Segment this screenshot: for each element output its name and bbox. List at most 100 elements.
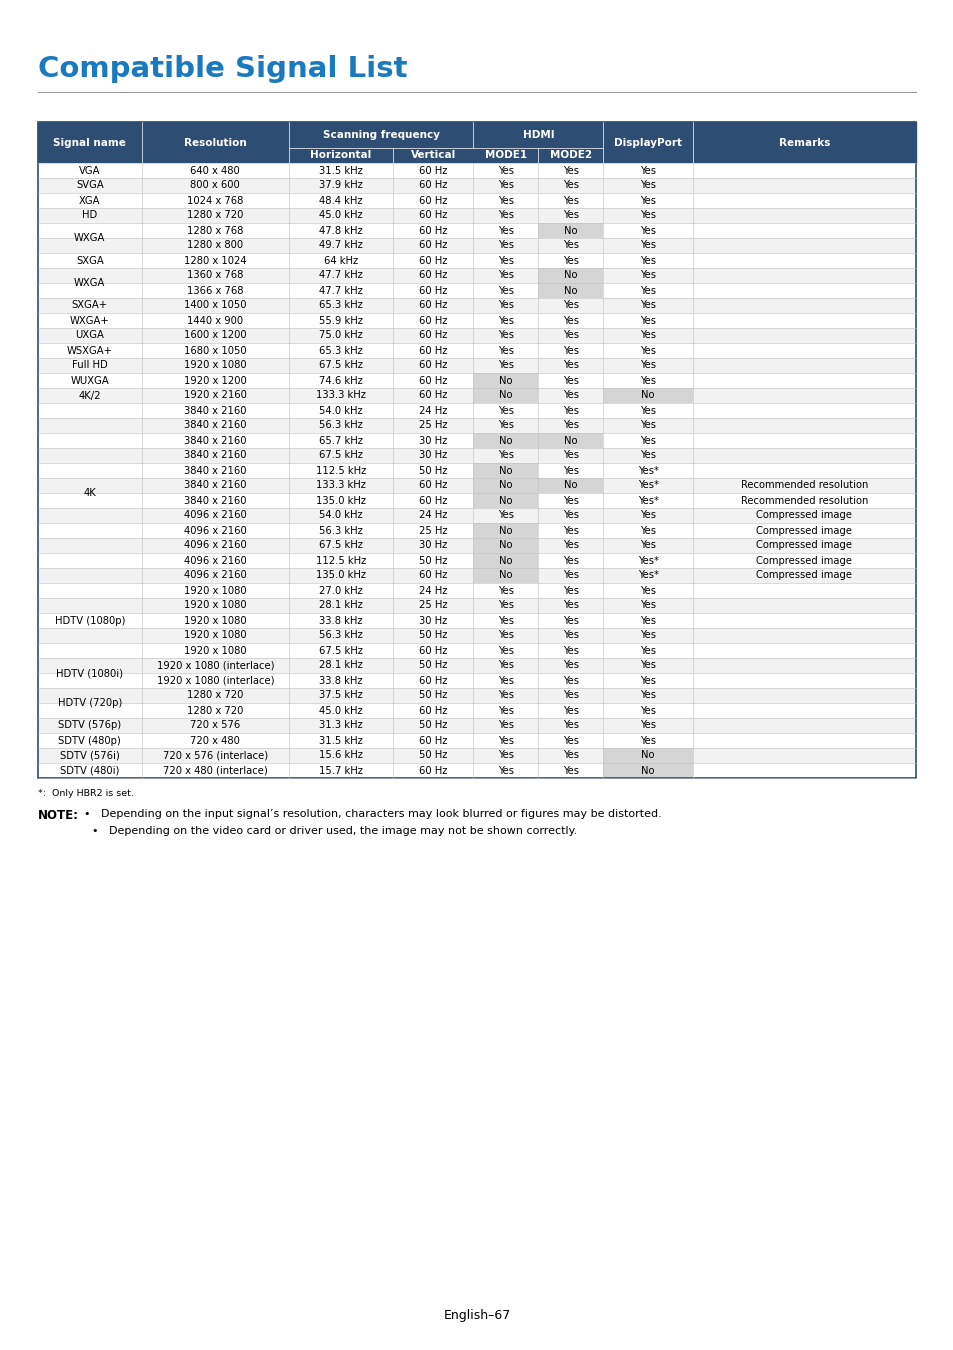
- Bar: [38, 122, 915, 163]
- Text: 25 Hz: 25 Hz: [418, 420, 447, 431]
- Text: Resolution: Resolution: [184, 138, 247, 147]
- Text: 1360 x 768: 1360 x 768: [187, 270, 243, 281]
- Text: 3840 x 2160: 3840 x 2160: [184, 451, 246, 460]
- Text: Yes: Yes: [639, 721, 656, 730]
- Text: 60 Hz: 60 Hz: [418, 196, 447, 205]
- Text: Yes*: Yes*: [637, 481, 658, 490]
- Text: 75.0 kHz: 75.0 kHz: [318, 331, 362, 340]
- Text: 60 Hz: 60 Hz: [418, 285, 447, 296]
- Text: 1280 x 720: 1280 x 720: [187, 706, 243, 716]
- Text: Yes: Yes: [497, 690, 514, 701]
- Text: 60 Hz: 60 Hz: [418, 255, 447, 266]
- Text: SDTV (576i): SDTV (576i): [60, 751, 119, 760]
- Text: 4096 x 2160: 4096 x 2160: [184, 555, 247, 566]
- Text: Yes: Yes: [639, 211, 656, 220]
- Text: MODE2: MODE2: [549, 150, 592, 161]
- Text: Yes: Yes: [497, 196, 514, 205]
- Text: 27.0 kHz: 27.0 kHz: [318, 586, 362, 595]
- Text: 60 Hz: 60 Hz: [418, 375, 447, 386]
- Text: Yes: Yes: [639, 616, 656, 625]
- Text: 1366 x 768: 1366 x 768: [187, 285, 243, 296]
- Bar: [38, 613, 915, 628]
- Bar: [537, 433, 603, 448]
- Bar: [38, 163, 915, 178]
- Text: 3840 x 2160: 3840 x 2160: [184, 481, 246, 490]
- Text: Yes: Yes: [497, 630, 514, 640]
- Text: 1680 x 1050: 1680 x 1050: [184, 346, 247, 355]
- Bar: [38, 748, 915, 763]
- Text: SXGA+: SXGA+: [71, 301, 108, 310]
- Text: 1920 x 1080: 1920 x 1080: [184, 601, 247, 610]
- Text: Compressed image: Compressed image: [756, 525, 852, 536]
- Bar: [38, 568, 915, 583]
- Bar: [38, 657, 915, 674]
- Text: Yes: Yes: [639, 196, 656, 205]
- Bar: [38, 628, 915, 643]
- Text: 1920 x 1200: 1920 x 1200: [184, 375, 247, 386]
- Text: 720 x 480 (interlace): 720 x 480 (interlace): [163, 765, 268, 775]
- Text: SXGA: SXGA: [76, 255, 104, 266]
- Text: Yes: Yes: [497, 301, 514, 310]
- Text: 47.7 kHz: 47.7 kHz: [318, 270, 362, 281]
- Text: 1280 x 1024: 1280 x 1024: [184, 255, 247, 266]
- Bar: [38, 418, 915, 433]
- Text: 56.3 kHz: 56.3 kHz: [318, 420, 362, 431]
- Text: SVGA: SVGA: [76, 181, 104, 190]
- Bar: [38, 252, 915, 269]
- Bar: [38, 688, 915, 703]
- Text: 1920 x 1080: 1920 x 1080: [184, 630, 247, 640]
- Text: HDMI: HDMI: [522, 130, 554, 140]
- Bar: [38, 554, 915, 568]
- Text: 48.4 kHz: 48.4 kHz: [319, 196, 362, 205]
- Bar: [537, 223, 603, 238]
- Text: Yes: Yes: [639, 586, 656, 595]
- Bar: [38, 493, 915, 508]
- Bar: [473, 539, 537, 553]
- Text: 720 x 480: 720 x 480: [191, 736, 240, 745]
- Text: Yes: Yes: [497, 331, 514, 340]
- Bar: [38, 703, 915, 718]
- Text: Yes: Yes: [562, 765, 578, 775]
- Text: 64 kHz: 64 kHz: [323, 255, 357, 266]
- Bar: [473, 463, 537, 478]
- Text: Yes: Yes: [497, 706, 514, 716]
- Text: English–67: English–67: [443, 1310, 510, 1322]
- Text: No: No: [563, 225, 578, 235]
- Bar: [537, 269, 603, 284]
- Bar: [38, 583, 915, 598]
- Text: MODE1: MODE1: [484, 150, 526, 161]
- Text: *:  Only HBR2 is set.: *: Only HBR2 is set.: [38, 788, 133, 798]
- Text: Yes: Yes: [497, 675, 514, 686]
- Text: No: No: [498, 481, 512, 490]
- Text: Yes: Yes: [562, 211, 578, 220]
- Bar: [38, 284, 915, 298]
- Text: Yes: Yes: [497, 255, 514, 266]
- Text: WUXGA: WUXGA: [71, 375, 109, 386]
- Text: Compressed image: Compressed image: [756, 510, 852, 521]
- Text: 720 x 576 (interlace): 720 x 576 (interlace): [163, 751, 268, 760]
- Bar: [38, 448, 915, 463]
- Bar: [537, 478, 603, 493]
- Text: Yes: Yes: [497, 405, 514, 416]
- Text: Recommended resolution: Recommended resolution: [740, 495, 867, 505]
- Text: 60 Hz: 60 Hz: [418, 481, 447, 490]
- Bar: [38, 404, 915, 418]
- Text: 4K: 4K: [83, 487, 96, 498]
- Text: Compressed image: Compressed image: [756, 571, 852, 580]
- Text: No: No: [498, 375, 512, 386]
- Text: Yes: Yes: [562, 346, 578, 355]
- Text: 24 Hz: 24 Hz: [418, 586, 447, 595]
- Text: Yes*: Yes*: [637, 571, 658, 580]
- Text: Yes: Yes: [562, 196, 578, 205]
- Text: 45.0 kHz: 45.0 kHz: [318, 706, 362, 716]
- Text: SDTV (576p): SDTV (576p): [58, 721, 121, 730]
- Text: 1280 x 768: 1280 x 768: [187, 225, 243, 235]
- Text: Yes: Yes: [497, 765, 514, 775]
- Text: 1600 x 1200: 1600 x 1200: [184, 331, 247, 340]
- Text: 25 Hz: 25 Hz: [418, 525, 447, 536]
- Text: Compressed image: Compressed image: [756, 555, 852, 566]
- Text: No: No: [498, 571, 512, 580]
- Text: No: No: [498, 390, 512, 401]
- Bar: [38, 674, 915, 688]
- Text: No: No: [640, 390, 655, 401]
